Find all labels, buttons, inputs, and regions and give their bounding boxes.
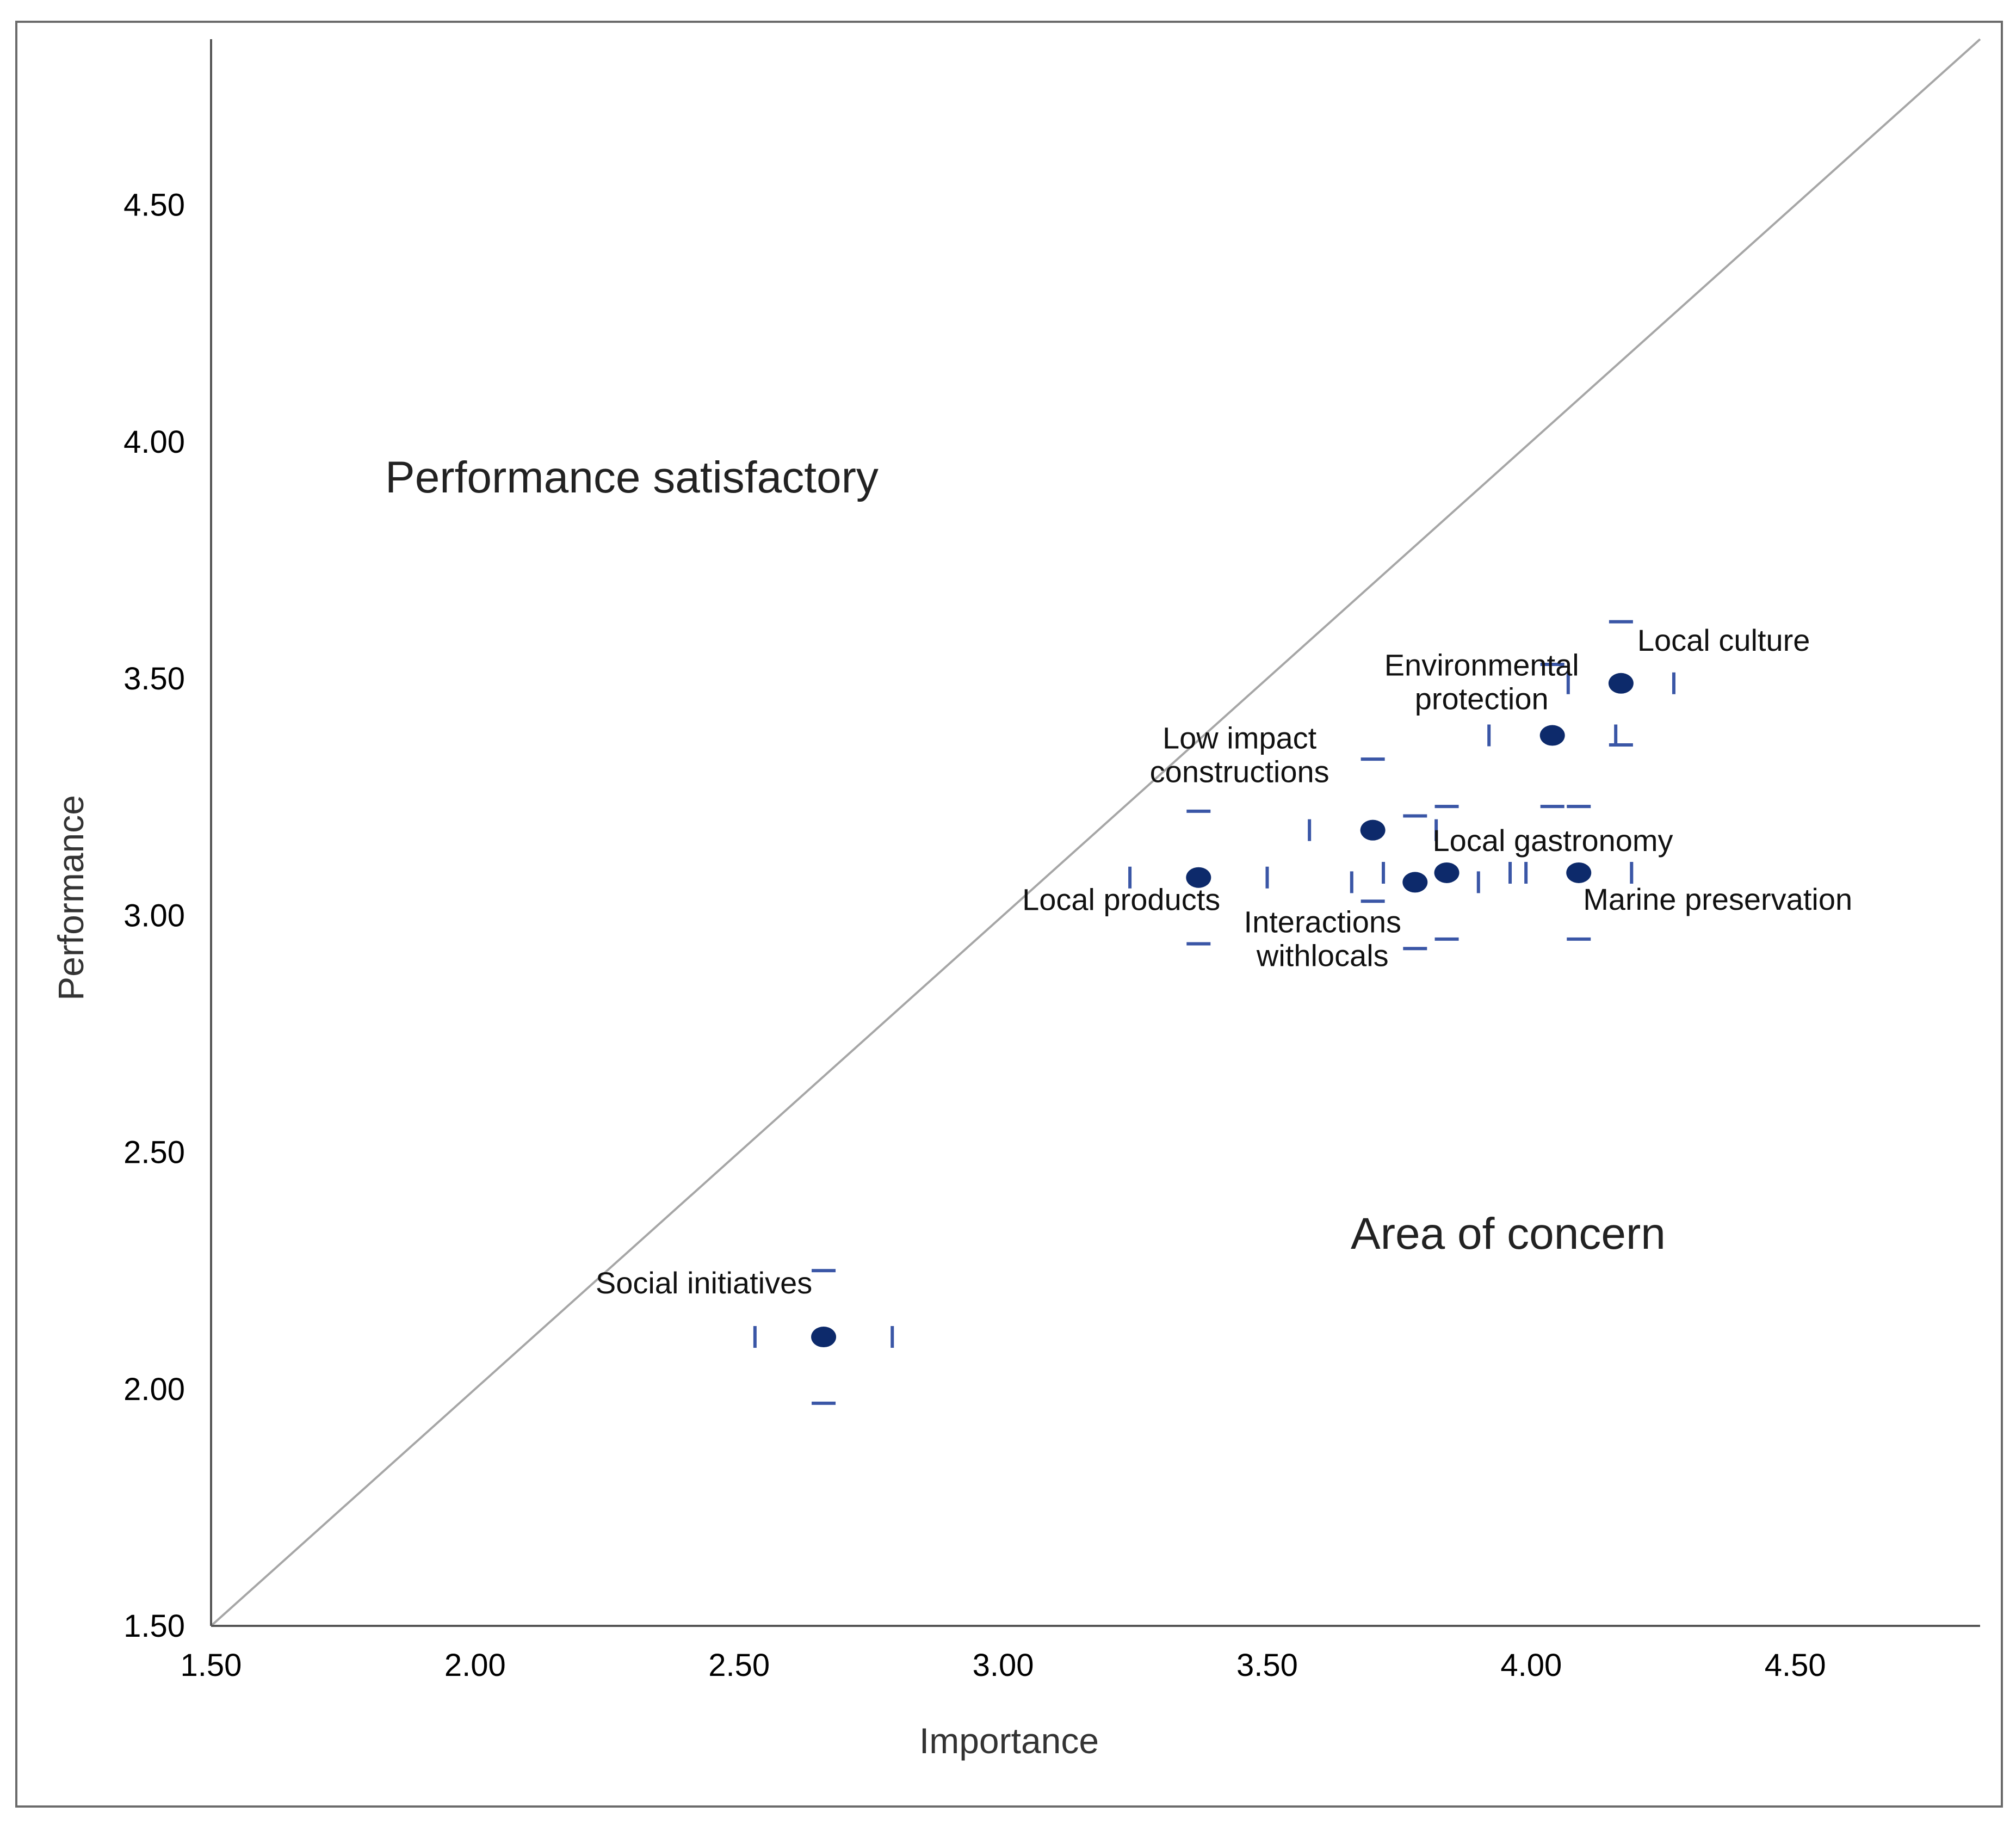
region-label-area-of-concern: Area of concern (1351, 1209, 1666, 1259)
data-point-marker (1186, 867, 1211, 888)
data-point-label: Local gastronomy (1433, 823, 1673, 858)
data-point-group: Local culture (1566, 620, 1810, 747)
data-point-group: Environmental protection (1384, 648, 1618, 809)
data-point-marker (1539, 725, 1565, 746)
x-tick-label: 4.50 (1765, 1648, 1826, 1683)
y-tick-label: 2.50 (123, 1135, 185, 1170)
data-point-group: Marine preservation (1524, 805, 1852, 941)
y-tick-label: 1.50 (123, 1608, 185, 1644)
data-point-label: Local products (1022, 883, 1220, 917)
y-tick-label: 4.00 (123, 424, 185, 460)
data-point-group: Social initiatives (596, 1266, 894, 1405)
x-tick-label: 3.00 (973, 1648, 1034, 1683)
y-tick-label: 3.00 (123, 898, 185, 933)
data-point-label: Interactions withlocals (1244, 904, 1402, 972)
y-tick-label: 4.50 (123, 188, 185, 223)
data-point-marker (1608, 673, 1634, 694)
x-tick-label: 3.50 (1236, 1648, 1298, 1683)
data-point-marker (1360, 819, 1386, 841)
data-point-label: Social initiatives (596, 1266, 812, 1300)
data-point-label: Local culture (1637, 623, 1810, 657)
data-point-marker (1434, 862, 1460, 883)
data-point-group: Local gastronomy (1382, 805, 1673, 941)
x-tick-label: 2.50 (708, 1648, 770, 1683)
data-point-label: Low impact constructions (1150, 721, 1329, 789)
data-point-marker (1566, 862, 1592, 883)
x-tick-label: 2.00 (444, 1648, 506, 1683)
y-tick-label: 2.00 (123, 1372, 185, 1407)
x-axis-label: Importance (919, 1721, 1099, 1761)
data-point-marker (811, 1327, 837, 1348)
figure-frame (15, 21, 2003, 1808)
data-point-label: Marine preservation (1583, 882, 1852, 916)
x-tick-label: 1.50 (181, 1648, 242, 1683)
diagonal-reference-line (210, 38, 1981, 1627)
data-point-group: Interactions withlocals (1244, 814, 1480, 972)
region-label-performance-satisfactory: Performance satisfactory (385, 453, 879, 502)
data-point-label: Environmental protection (1384, 648, 1579, 716)
x-tick-label: 4.00 (1500, 1648, 1562, 1683)
data-point-marker (1402, 872, 1428, 893)
data-point-group: Local products (1022, 809, 1269, 946)
data-point-group: Low impact constructions (1150, 721, 1438, 903)
y-tick-label: 3.50 (123, 661, 185, 696)
y-axis-label: Performance (51, 795, 91, 1001)
